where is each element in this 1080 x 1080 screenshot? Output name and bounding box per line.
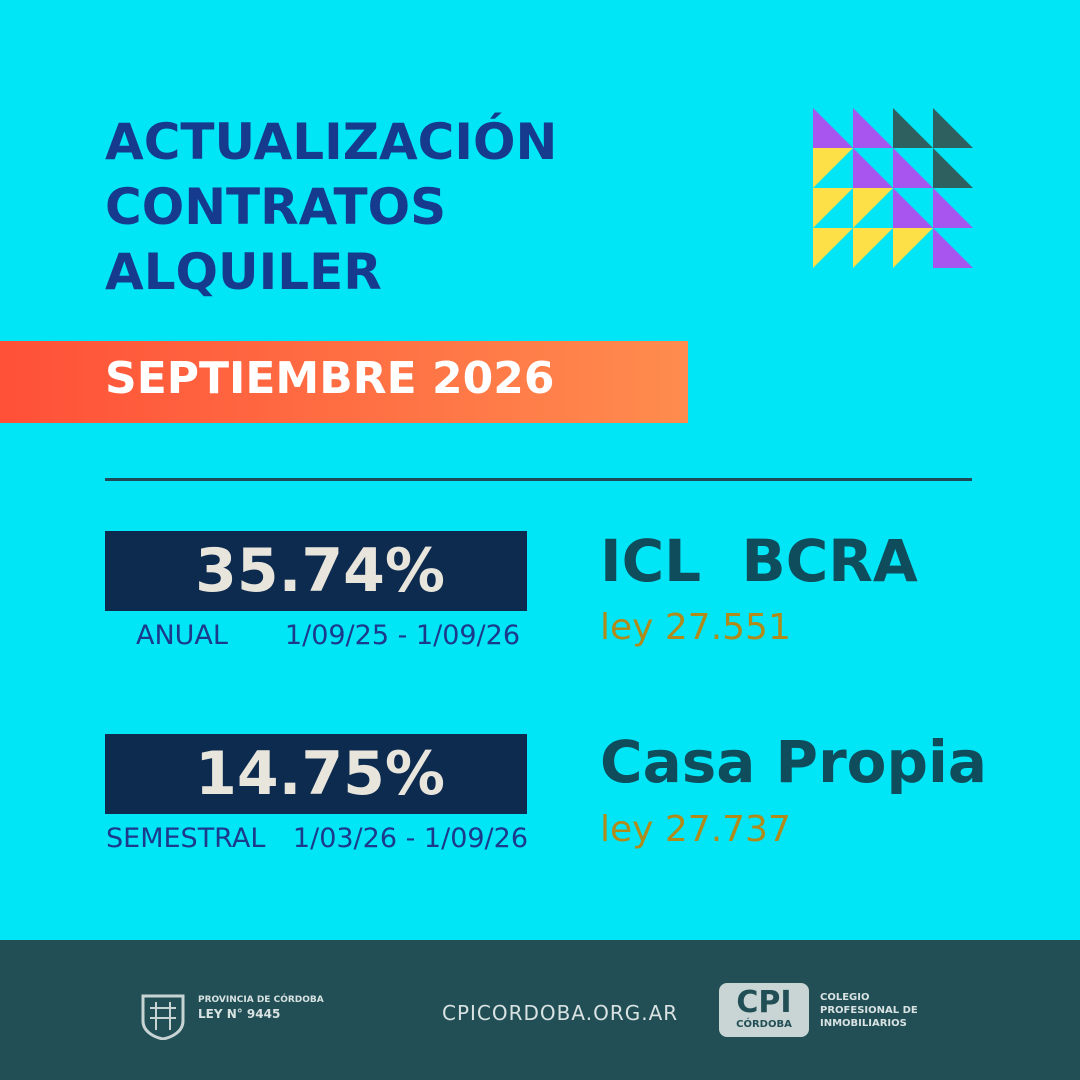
triangle: [893, 188, 933, 228]
value-box: [105, 531, 527, 611]
province-crest: [141, 994, 185, 1040]
dates: 1/03/26 - 1/09/26: [292, 823, 528, 854]
triangle: [933, 188, 973, 228]
triangle: [853, 188, 893, 228]
index-name: ICL BCRA: [600, 527, 918, 595]
org-line: INMOBILIARIOS: [820, 1018, 907, 1029]
website[interactable]: CPICORDOBA.ORG.AR: [442, 1001, 679, 1025]
triangle: [933, 108, 973, 148]
org-line: COLEGIO: [820, 992, 870, 1003]
decoration: [813, 108, 973, 268]
triangle: [893, 148, 933, 188]
month: SEPTIEMBRE 2026: [105, 353, 555, 404]
law: ley 27.551: [600, 607, 791, 648]
triangle: [853, 148, 893, 188]
period: SEMESTRAL: [106, 823, 266, 854]
org-line: PROFESIONAL DE: [820, 1005, 918, 1016]
banner: [0, 341, 688, 423]
triangle: [893, 108, 933, 148]
dates: 1/09/25 - 1/09/26: [284, 620, 520, 651]
province: PROVINCIA DE CÓRDOBA: [198, 995, 324, 1005]
province-law: LEY N° 9445: [198, 1007, 281, 1021]
triangle: [813, 148, 853, 188]
triangle: [893, 228, 933, 268]
logo: CPI: [736, 985, 792, 1020]
period: ANUAL: [136, 620, 228, 651]
index-name: Casa Propia: [600, 728, 988, 796]
logo-sub: CÓRDOBA: [736, 1019, 792, 1030]
triangle: [853, 228, 893, 268]
triangle: [813, 188, 853, 228]
triangle: [853, 108, 893, 148]
value: 14.75%: [195, 739, 445, 809]
value-box: [105, 734, 527, 814]
triangle: [813, 108, 853, 148]
title-line: ALQUILER: [105, 243, 382, 301]
divider: [105, 478, 972, 481]
triangle: [813, 228, 853, 268]
footer: [0, 940, 1080, 1080]
value: 35.74%: [195, 536, 445, 606]
title-line: ACTUALIZACIÓN: [105, 113, 558, 171]
logo-badge: [719, 983, 809, 1037]
triangle: [933, 228, 973, 268]
triangle: [933, 148, 973, 188]
law: ley 27.737: [600, 809, 791, 850]
title-line: CONTRATOS: [105, 178, 447, 236]
